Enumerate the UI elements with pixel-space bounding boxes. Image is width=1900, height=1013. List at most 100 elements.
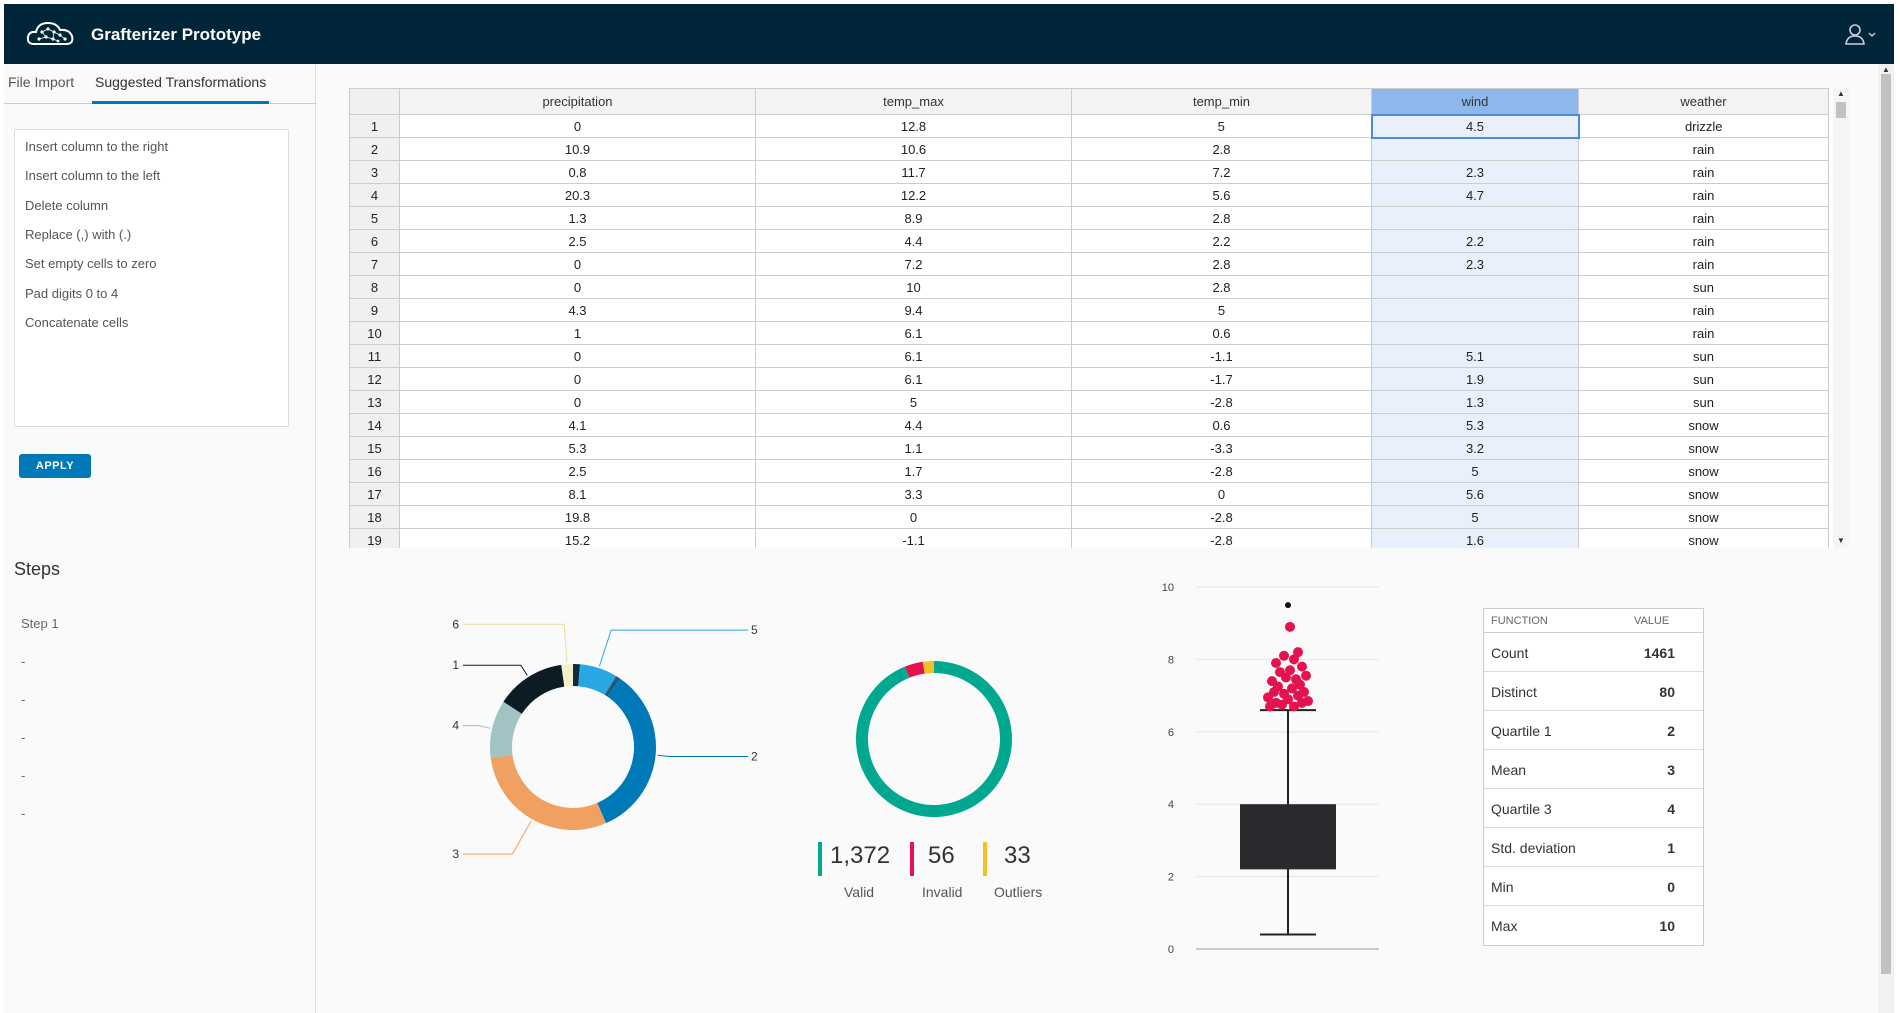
table-cell[interactable]: 0 — [755, 505, 1072, 529]
outlier-point[interactable] — [1287, 683, 1297, 694]
outlier-point[interactable] — [1289, 701, 1299, 712]
table-cell[interactable]: 6.1 — [755, 367, 1072, 391]
row-number[interactable]: 10 — [349, 321, 400, 345]
table-cell[interactable]: -3.3 — [1071, 436, 1372, 460]
transformation-replace-comma[interactable]: Replace (,) with (.) — [25, 227, 132, 242]
user-menu-button[interactable] — [1844, 23, 1878, 47]
table-cell[interactable]: 11.7 — [755, 160, 1072, 184]
row-number[interactable]: 12 — [349, 367, 400, 391]
outlier-point[interactable] — [1267, 676, 1277, 687]
donut-slice[interactable] — [573, 664, 581, 687]
table-cell[interactable]: 4.5 — [1370, 113, 1580, 139]
table-cell[interactable]: 12.8 — [755, 114, 1072, 138]
table-cell[interactable]: 0.6 — [1071, 413, 1372, 437]
table-cell[interactable]: snow — [1578, 436, 1829, 460]
table-cell[interactable]: -2.8 — [1071, 505, 1372, 529]
table-cell[interactable]: 2.3 — [1371, 252, 1579, 276]
table-cell[interactable]: 4.4 — [755, 229, 1072, 253]
table-cell[interactable]: 2.5 — [399, 229, 756, 253]
outlier-point[interactable] — [1301, 670, 1311, 681]
table-cell[interactable]: 5 — [1371, 459, 1579, 483]
donut-slice[interactable] — [904, 661, 925, 678]
table-cell[interactable]: 4.4 — [755, 413, 1072, 437]
outlier-point[interactable] — [1271, 697, 1281, 708]
table-cell[interactable]: 4.1 — [399, 413, 756, 437]
table-cell[interactable]: -2.8 — [1071, 390, 1372, 414]
table-cell[interactable]: 12.2 — [755, 183, 1072, 207]
donut-slice[interactable] — [578, 664, 617, 695]
table-cell[interactable]: 15.2 — [399, 528, 756, 548]
table-cell[interactable]: sun — [1578, 367, 1829, 391]
row-number[interactable]: 13 — [349, 390, 400, 414]
table-cell[interactable]: 0 — [399, 252, 756, 276]
donut-slice[interactable] — [490, 701, 522, 759]
table-cell[interactable]: 5.6 — [1071, 183, 1372, 207]
table-cell[interactable]: 5 — [1071, 298, 1372, 322]
table-cell[interactable]: 8.1 — [399, 482, 756, 506]
table-cell[interactable]: 5 — [1071, 114, 1372, 138]
scroll-up-arrow-icon[interactable]: ▲ — [1837, 89, 1845, 98]
table-cell[interactable]: -1.1 — [1071, 344, 1372, 368]
table-cell[interactable]: 0 — [399, 344, 756, 368]
table-cell[interactable]: 8.9 — [755, 206, 1072, 230]
row-number[interactable]: 19 — [349, 528, 400, 548]
donut-slice[interactable] — [856, 661, 1012, 817]
row-number[interactable]: 17 — [349, 482, 400, 506]
row-number[interactable]: 15 — [349, 436, 400, 460]
table-cell[interactable]: 5.6 — [1371, 482, 1579, 506]
table-cell[interactable]: 10 — [755, 275, 1072, 299]
table-cell[interactable]: 10.9 — [399, 137, 756, 161]
table-cell[interactable]: 0.6 — [1071, 321, 1372, 345]
table-cell[interactable]: 0.8 — [399, 160, 756, 184]
table-cell[interactable]: 0 — [399, 275, 756, 299]
table-cell[interactable]: rain — [1578, 183, 1829, 207]
page-scrollbar[interactable]: ▲ — [1878, 64, 1894, 1013]
row-number[interactable]: 9 — [349, 298, 400, 322]
outlier-point[interactable] — [1279, 650, 1289, 661]
table-cell[interactable]: snow — [1578, 505, 1829, 529]
table-cell[interactable] — [1371, 275, 1579, 299]
column-header-temp-max[interactable]: temp_max — [755, 88, 1072, 115]
table-cell[interactable]: -2.8 — [1071, 459, 1372, 483]
grid-scrollbar-thumb[interactable] — [1836, 102, 1846, 118]
outlier-point[interactable] — [1279, 688, 1289, 699]
table-cell[interactable] — [1371, 206, 1579, 230]
row-number[interactable]: 3 — [349, 160, 400, 184]
transformation-insert-right[interactable]: Insert column to the right — [25, 139, 169, 154]
row-number[interactable]: 7 — [349, 252, 400, 276]
table-cell[interactable]: 1 — [399, 321, 756, 345]
table-cell[interactable]: 0 — [399, 367, 756, 391]
table-cell[interactable]: snow — [1578, 459, 1829, 483]
outlier-point[interactable] — [1271, 658, 1281, 669]
outlier-point[interactable] — [1291, 674, 1301, 685]
table-cell[interactable]: 1.9 — [1371, 367, 1579, 391]
table-cell[interactable]: 7.2 — [1071, 160, 1372, 184]
table-cell[interactable]: 20.3 — [399, 183, 756, 207]
transformation-empty-to-zero[interactable]: Set empty cells to zero — [25, 256, 157, 271]
column-header-temp-min[interactable]: temp_min — [1071, 88, 1372, 115]
row-number[interactable]: 2 — [349, 137, 400, 161]
table-cell[interactable]: 1.3 — [399, 206, 756, 230]
table-cell[interactable]: 1.3 — [1371, 390, 1579, 414]
donut-slice[interactable] — [490, 755, 606, 830]
table-cell[interactable]: 4.3 — [399, 298, 756, 322]
tab-suggested-transformations[interactable]: Suggested Transformations — [92, 74, 270, 104]
table-cell[interactable]: 1.1 — [755, 436, 1072, 460]
scroll-down-arrow-icon[interactable]: ▼ — [1837, 536, 1845, 545]
page-scrollbar-thumb[interactable] — [1881, 74, 1891, 974]
row-number[interactable]: 1 — [349, 114, 400, 138]
table-cell[interactable]: snow — [1578, 413, 1829, 437]
table-cell[interactable]: 0 — [1071, 482, 1372, 506]
table-cell[interactable]: 2.8 — [1071, 252, 1372, 276]
table-cell[interactable]: 7.2 — [755, 252, 1072, 276]
table-cell[interactable] — [1371, 321, 1579, 345]
table-cell[interactable]: 4.7 — [1371, 183, 1579, 207]
table-cell[interactable]: snow — [1578, 482, 1829, 506]
table-cell[interactable]: 3.3 — [755, 482, 1072, 506]
outlier-point[interactable] — [1285, 665, 1295, 676]
table-cell[interactable]: 2.8 — [1071, 275, 1372, 299]
table-cell[interactable]: rain — [1578, 321, 1829, 345]
column-header-wind[interactable]: wind — [1371, 88, 1579, 115]
outlier-point[interactable] — [1285, 602, 1291, 609]
step-item[interactable]: Step 1 — [21, 616, 59, 631]
